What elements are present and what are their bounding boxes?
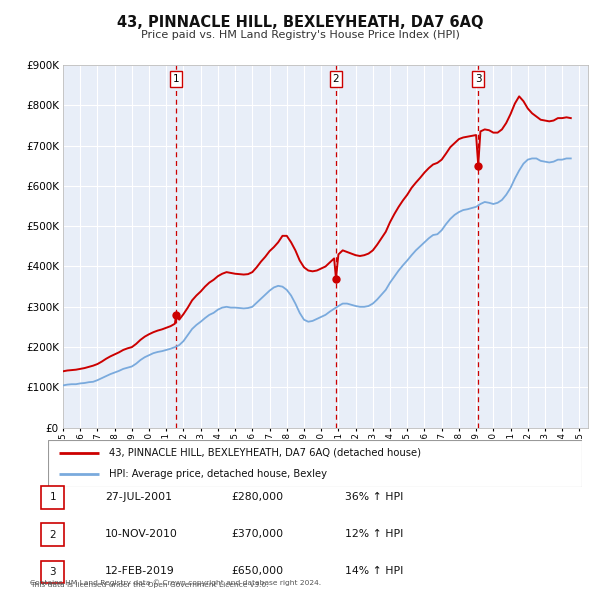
Text: 12-FEB-2019: 12-FEB-2019 [105, 566, 175, 576]
Text: 36% ↑ HPI: 36% ↑ HPI [345, 492, 403, 502]
Text: 12% ↑ HPI: 12% ↑ HPI [345, 529, 403, 539]
Text: 1: 1 [49, 493, 56, 502]
Text: 14% ↑ HPI: 14% ↑ HPI [345, 566, 403, 576]
Text: 27-JUL-2001: 27-JUL-2001 [105, 492, 172, 502]
Text: Contains HM Land Registry data © Crown copyright and database right 2024.: Contains HM Land Registry data © Crown c… [30, 579, 321, 586]
Text: 2: 2 [332, 74, 340, 84]
Text: 43, PINNACLE HILL, BEXLEYHEATH, DA7 6AQ (detached house): 43, PINNACLE HILL, BEXLEYHEATH, DA7 6AQ … [109, 448, 421, 458]
Text: 1: 1 [173, 74, 179, 84]
Text: HPI: Average price, detached house, Bexley: HPI: Average price, detached house, Bexl… [109, 468, 328, 478]
Text: £650,000: £650,000 [231, 566, 283, 576]
Text: 3: 3 [475, 74, 481, 84]
Text: £370,000: £370,000 [231, 529, 283, 539]
Text: 2: 2 [49, 530, 56, 539]
Text: 3: 3 [49, 567, 56, 576]
Text: 10-NOV-2010: 10-NOV-2010 [105, 529, 178, 539]
Text: This data is licensed under the Open Government Licence v3.0.: This data is licensed under the Open Gov… [30, 582, 269, 588]
Text: Price paid vs. HM Land Registry's House Price Index (HPI): Price paid vs. HM Land Registry's House … [140, 30, 460, 40]
Text: 43, PINNACLE HILL, BEXLEYHEATH, DA7 6AQ: 43, PINNACLE HILL, BEXLEYHEATH, DA7 6AQ [117, 15, 483, 30]
Text: £280,000: £280,000 [231, 492, 283, 502]
